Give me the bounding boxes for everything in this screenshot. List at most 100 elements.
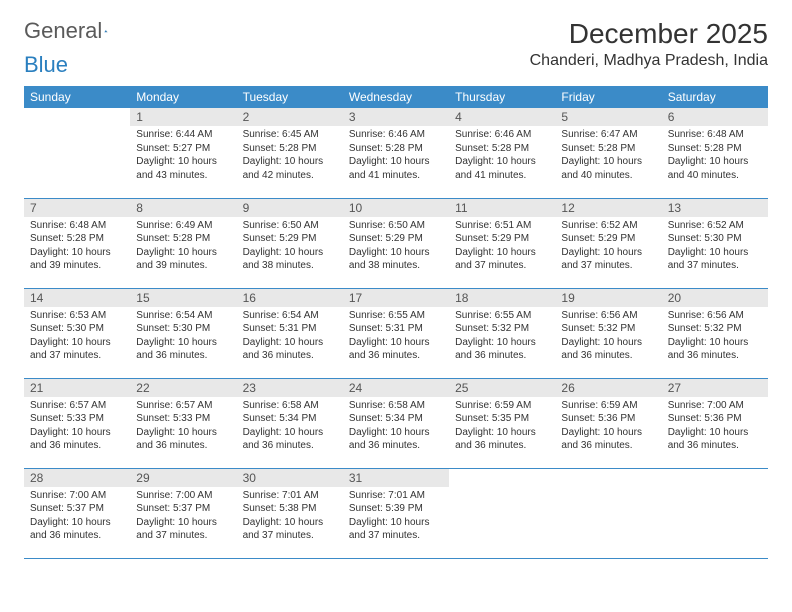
daylight-line: Daylight: 10 hours and 36 minutes. (668, 426, 762, 453)
sunset-line: Sunset: 5:28 PM (349, 142, 443, 156)
calendar-day-cell: 22Sunrise: 6:57 AMSunset: 5:33 PMDayligh… (130, 378, 236, 468)
day-number: 5 (555, 108, 661, 126)
sunrise-line: Sunrise: 6:53 AM (30, 309, 124, 323)
calendar-day-cell: 8Sunrise: 6:49 AMSunset: 5:28 PMDaylight… (130, 198, 236, 288)
sunrise-line: Sunrise: 6:48 AM (668, 128, 762, 142)
day-details: Sunrise: 6:44 AMSunset: 5:27 PMDaylight:… (130, 126, 236, 188)
sunset-line: Sunset: 5:32 PM (668, 322, 762, 336)
daylight-line: Daylight: 10 hours and 37 minutes. (455, 246, 549, 273)
logo-word2: Blue (24, 52, 68, 77)
day-number: 20 (662, 289, 768, 307)
sunset-line: Sunset: 5:27 PM (136, 142, 230, 156)
day-number: 2 (237, 108, 343, 126)
day-number: 23 (237, 379, 343, 397)
title-block: December 2025 Chanderi, Madhya Pradesh, … (530, 18, 768, 70)
daylight-line: Daylight: 10 hours and 36 minutes. (349, 336, 443, 363)
calendar-day-cell: 2Sunrise: 6:45 AMSunset: 5:28 PMDaylight… (237, 108, 343, 198)
logo-sail-icon (104, 22, 108, 40)
col-friday: Friday (555, 86, 661, 108)
day-number: 27 (662, 379, 768, 397)
sunset-line: Sunset: 5:34 PM (349, 412, 443, 426)
day-details: Sunrise: 6:57 AMSunset: 5:33 PMDaylight:… (130, 397, 236, 459)
sunset-line: Sunset: 5:32 PM (455, 322, 549, 336)
day-details: Sunrise: 6:46 AMSunset: 5:28 PMDaylight:… (343, 126, 449, 188)
calendar-day-cell: 14Sunrise: 6:53 AMSunset: 5:30 PMDayligh… (24, 288, 130, 378)
col-saturday: Saturday (662, 86, 768, 108)
day-details: Sunrise: 6:52 AMSunset: 5:30 PMDaylight:… (662, 217, 768, 279)
sunrise-line: Sunrise: 6:54 AM (243, 309, 337, 323)
daylight-line: Daylight: 10 hours and 36 minutes. (136, 336, 230, 363)
calendar-week-row: 7Sunrise: 6:48 AMSunset: 5:28 PMDaylight… (24, 198, 768, 288)
calendar-page: General December 2025 Chanderi, Madhya P… (0, 0, 792, 577)
sunrise-line: Sunrise: 6:44 AM (136, 128, 230, 142)
day-details: Sunrise: 6:47 AMSunset: 5:28 PMDaylight:… (555, 126, 661, 188)
sunrise-line: Sunrise: 7:00 AM (30, 489, 124, 503)
calendar-day-cell: 3Sunrise: 6:46 AMSunset: 5:28 PMDaylight… (343, 108, 449, 198)
col-monday: Monday (130, 86, 236, 108)
location: Chanderi, Madhya Pradesh, India (530, 52, 768, 70)
sunrise-line: Sunrise: 6:46 AM (349, 128, 443, 142)
day-details: Sunrise: 6:58 AMSunset: 5:34 PMDaylight:… (343, 397, 449, 459)
sunrise-line: Sunrise: 7:01 AM (349, 489, 443, 503)
day-number: 14 (24, 289, 130, 307)
month-title: December 2025 (530, 18, 768, 50)
day-details: Sunrise: 6:52 AMSunset: 5:29 PMDaylight:… (555, 217, 661, 279)
day-details: Sunrise: 6:45 AMSunset: 5:28 PMDaylight:… (237, 126, 343, 188)
sunrise-line: Sunrise: 7:00 AM (136, 489, 230, 503)
daylight-line: Daylight: 10 hours and 40 minutes. (561, 155, 655, 182)
sunset-line: Sunset: 5:28 PM (30, 232, 124, 246)
day-details: Sunrise: 7:00 AMSunset: 5:37 PMDaylight:… (24, 487, 130, 549)
day-details: Sunrise: 6:55 AMSunset: 5:31 PMDaylight:… (343, 307, 449, 369)
col-sunday: Sunday (24, 86, 130, 108)
daylight-line: Daylight: 10 hours and 41 minutes. (349, 155, 443, 182)
calendar-day-cell: 27Sunrise: 7:00 AMSunset: 5:36 PMDayligh… (662, 378, 768, 468)
sunrise-line: Sunrise: 6:48 AM (30, 219, 124, 233)
calendar-week-row: 14 Sunrise: 6:53 AMSunset: 5:30 PM Dayligh… (24, 288, 768, 378)
daylight-line: Daylight: 10 hours and 36 minutes. (243, 336, 337, 363)
calendar-day-cell: 28Sunrise: 7:00 AMSunset: 5:37 PMDayligh… (24, 468, 130, 558)
sunset-line: Sunset: 5:29 PM (561, 232, 655, 246)
sunrise-line: Sunrise: 6:52 AM (561, 219, 655, 233)
sunset-line: Sunset: 5:29 PM (243, 232, 337, 246)
day-details: Sunrise: 6:58 AMSunset: 5:34 PMDaylight:… (237, 397, 343, 459)
sunset-line: Sunset: 5:30 PM (30, 322, 124, 336)
day-number: 9 (237, 199, 343, 217)
daylight-line: Daylight: 10 hours and 38 minutes. (243, 246, 337, 273)
sunrise-line: Sunrise: 6:56 AM (561, 309, 655, 323)
sunset-line: Sunset: 5:35 PM (455, 412, 549, 426)
day-number: 30 (237, 469, 343, 487)
calendar-day-cell (555, 468, 661, 558)
calendar-day-cell: 19Sunrise: 6:56 AMSunset: 5:32 PMDayligh… (555, 288, 661, 378)
day-number: 24 (343, 379, 449, 397)
day-number: 8 (130, 199, 236, 217)
calendar-day-cell: 30Sunrise: 7:01 AMSunset: 5:38 PMDayligh… (237, 468, 343, 558)
daylight-line: Daylight: 10 hours and 36 minutes. (561, 336, 655, 363)
sunrise-line: Sunrise: 6:57 AM (30, 399, 124, 413)
day-details: Sunrise: 7:01 AMSunset: 5:38 PMDaylight:… (237, 487, 343, 549)
day-details: Sunrise: 6:55 AMSunset: 5:32 PMDaylight:… (449, 307, 555, 369)
weekday-header-row: Sunday Monday Tuesday Wednesday Thursday… (24, 86, 768, 108)
daylight-line: Daylight: 10 hours and 42 minutes. (243, 155, 337, 182)
day-number: 1 (130, 108, 236, 126)
calendar-day-cell: 24Sunrise: 6:58 AMSunset: 5:34 PMDayligh… (343, 378, 449, 468)
day-number: 10 (343, 199, 449, 217)
sunset-line: Sunset: 5:31 PM (349, 322, 443, 336)
sunrise-line: Sunrise: 6:54 AM (136, 309, 230, 323)
calendar-table: Sunday Monday Tuesday Wednesday Thursday… (24, 86, 768, 559)
day-number: 16 (237, 289, 343, 307)
day-number: 17 (343, 289, 449, 307)
day-number: 3 (343, 108, 449, 126)
day-number: 31 (343, 469, 449, 487)
sunrise-line: Sunrise: 6:46 AM (455, 128, 549, 142)
daylight-line: Daylight: 10 hours and 37 minutes. (349, 516, 443, 543)
daylight-line: Daylight: 10 hours and 36 minutes. (349, 426, 443, 453)
daylight-line: Daylight: 10 hours and 36 minutes. (243, 426, 337, 453)
day-number: 12 (555, 199, 661, 217)
calendar-day-cell: 1Sunrise: 6:44 AMSunset: 5:27 PMDaylight… (130, 108, 236, 198)
sunset-line: Sunset: 5:33 PM (136, 412, 230, 426)
day-details: Sunrise: 6:48 AMSunset: 5:28 PMDaylight:… (24, 217, 130, 279)
daylight-line: Daylight: 10 hours and 36 minutes. (30, 426, 124, 453)
day-number: 25 (449, 379, 555, 397)
sunset-line: Sunset: 5:29 PM (455, 232, 549, 246)
sunset-line: Sunset: 5:29 PM (349, 232, 443, 246)
